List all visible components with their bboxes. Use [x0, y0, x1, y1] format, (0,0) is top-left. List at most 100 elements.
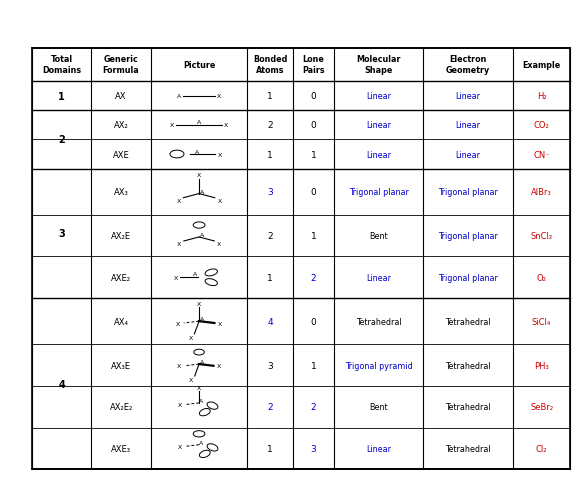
Text: A: A: [200, 317, 204, 321]
Text: A: A: [177, 94, 181, 99]
Text: Molecular
Shape: Molecular Shape: [356, 55, 401, 75]
Text: X: X: [218, 152, 222, 157]
Ellipse shape: [170, 151, 184, 159]
Text: AX₂E: AX₂E: [111, 231, 131, 241]
Ellipse shape: [199, 450, 210, 457]
Text: X: X: [177, 242, 181, 246]
Text: CO₂: CO₂: [534, 121, 549, 130]
Text: Lone
Pairs: Lone Pairs: [302, 55, 325, 75]
Text: Tetrahedral: Tetrahedral: [445, 444, 491, 453]
Text: Bent: Bent: [369, 231, 388, 241]
Text: O₂: O₂: [536, 273, 546, 282]
Text: 4: 4: [58, 379, 65, 389]
Text: 2: 2: [311, 273, 316, 282]
Text: A: A: [200, 232, 204, 237]
Text: Trigonal planar: Trigonal planar: [438, 231, 498, 241]
Text: Trigonal planar: Trigonal planar: [438, 273, 498, 282]
Text: 1: 1: [267, 444, 273, 453]
Text: X: X: [217, 242, 221, 246]
Text: AX₄: AX₄: [113, 317, 129, 326]
Text: A: A: [192, 272, 197, 277]
Text: A: A: [199, 440, 204, 445]
Text: Linear: Linear: [456, 150, 481, 159]
Text: Tetrahedral: Tetrahedral: [445, 361, 491, 370]
Text: X: X: [189, 335, 193, 341]
Ellipse shape: [199, 408, 210, 416]
Text: SiCl₄: SiCl₄: [532, 317, 551, 326]
Text: 4: 4: [267, 317, 273, 326]
Text: Generic
Formula: Generic Formula: [103, 55, 139, 75]
Text: 2: 2: [267, 121, 273, 130]
Text: Trigonal pyramid: Trigonal pyramid: [345, 361, 412, 370]
Text: Tetrahedral: Tetrahedral: [356, 317, 401, 326]
Text: Trigonal planar: Trigonal planar: [349, 188, 408, 197]
Text: Linear: Linear: [366, 121, 391, 130]
Text: Linear: Linear: [456, 92, 481, 101]
Text: Example: Example: [522, 60, 561, 70]
Text: H₂: H₂: [537, 92, 546, 101]
Text: Bonded
Atoms: Bonded Atoms: [253, 55, 287, 75]
Text: Linear: Linear: [366, 273, 391, 282]
Text: X: X: [197, 385, 201, 390]
Text: A: A: [199, 398, 204, 403]
Ellipse shape: [207, 444, 218, 451]
Text: X: X: [178, 444, 182, 449]
Text: Bent: Bent: [369, 403, 388, 411]
Ellipse shape: [193, 223, 205, 229]
Text: 2: 2: [58, 135, 65, 145]
Ellipse shape: [205, 279, 218, 286]
Text: AXE₂: AXE₂: [111, 273, 131, 282]
Text: SeBr₂: SeBr₂: [530, 403, 553, 411]
Text: Linear: Linear: [366, 92, 391, 101]
Text: 1: 1: [58, 91, 65, 101]
Text: X: X: [170, 123, 174, 128]
Text: 1: 1: [311, 361, 316, 370]
Text: X: X: [176, 321, 180, 326]
Text: AX₂E₂: AX₂E₂: [109, 403, 133, 411]
Text: 3: 3: [58, 229, 65, 239]
Text: Total
Domains: Total Domains: [42, 55, 81, 75]
Text: X: X: [177, 198, 181, 203]
Text: 1: 1: [311, 150, 316, 159]
Text: Linear: Linear: [456, 121, 481, 130]
Text: Linear: Linear: [366, 150, 391, 159]
Text: 3: 3: [311, 444, 316, 453]
Text: A: A: [200, 189, 204, 194]
Ellipse shape: [194, 349, 204, 355]
Text: 2: 2: [267, 231, 273, 241]
Ellipse shape: [205, 270, 218, 276]
Text: X: X: [189, 378, 193, 382]
Text: 0: 0: [311, 121, 316, 130]
Ellipse shape: [193, 431, 205, 437]
Text: A: A: [194, 149, 199, 154]
Text: Tetrahedral: Tetrahedral: [445, 403, 491, 411]
Text: SnCl₂: SnCl₂: [531, 231, 553, 241]
Text: Linear: Linear: [366, 444, 391, 453]
Text: Cl₂: Cl₂: [536, 444, 548, 453]
Text: X: X: [217, 94, 221, 99]
Text: A: A: [197, 120, 201, 125]
Text: PH₃: PH₃: [534, 361, 549, 370]
Text: 2: 2: [267, 403, 273, 411]
Text: 1: 1: [267, 273, 273, 282]
Text: X: X: [218, 198, 222, 203]
Text: 3: 3: [267, 361, 273, 370]
Text: 3: 3: [267, 188, 273, 197]
Text: AX₃: AX₃: [113, 188, 129, 197]
Text: Electron
Geometry: Electron Geometry: [446, 55, 490, 75]
Text: AlBr₃: AlBr₃: [531, 188, 552, 197]
Text: 2: 2: [311, 403, 316, 411]
Text: X: X: [177, 363, 181, 368]
Text: AX₂: AX₂: [113, 121, 129, 130]
Text: Tetrahedral: Tetrahedral: [445, 317, 491, 326]
Text: Trigonal planar: Trigonal planar: [438, 188, 498, 197]
Text: AXE: AXE: [113, 150, 129, 159]
Text: CN⁻: CN⁻: [534, 150, 550, 159]
Text: AXE₃: AXE₃: [111, 444, 131, 453]
Text: X: X: [197, 301, 201, 306]
Text: 0: 0: [311, 188, 316, 197]
Text: 0: 0: [311, 317, 316, 326]
Text: X: X: [218, 321, 222, 326]
Ellipse shape: [207, 402, 218, 409]
Text: AX₃E: AX₃E: [111, 361, 131, 370]
